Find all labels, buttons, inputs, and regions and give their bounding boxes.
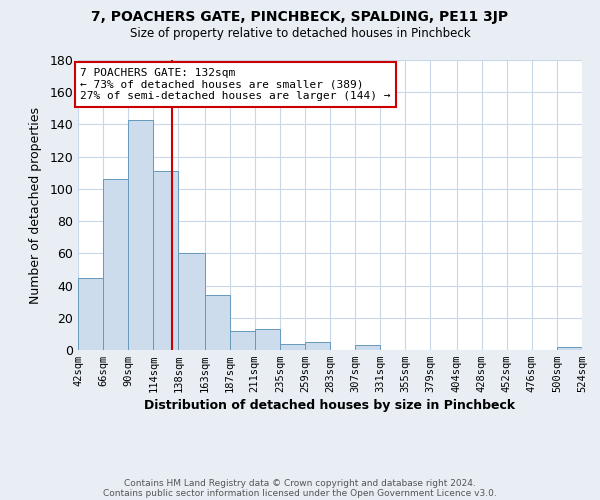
X-axis label: Distribution of detached houses by size in Pinchbeck: Distribution of detached houses by size … bbox=[145, 400, 515, 412]
Text: Contains HM Land Registry data © Crown copyright and database right 2024.: Contains HM Land Registry data © Crown c… bbox=[124, 478, 476, 488]
Bar bbox=[178, 254, 205, 350]
Bar bbox=[230, 330, 255, 350]
Y-axis label: Number of detached properties: Number of detached properties bbox=[29, 106, 43, 304]
Bar bbox=[255, 329, 280, 350]
Bar bbox=[280, 344, 305, 350]
Bar bbox=[153, 171, 178, 350]
Bar bbox=[128, 120, 153, 350]
Bar bbox=[78, 278, 103, 350]
Bar bbox=[557, 347, 582, 350]
Text: Contains public sector information licensed under the Open Government Licence v3: Contains public sector information licen… bbox=[103, 488, 497, 498]
Text: 7 POACHERS GATE: 132sqm
← 73% of detached houses are smaller (389)
27% of semi-d: 7 POACHERS GATE: 132sqm ← 73% of detache… bbox=[80, 68, 391, 102]
Bar bbox=[205, 295, 230, 350]
Bar bbox=[305, 342, 330, 350]
Bar bbox=[355, 345, 380, 350]
Bar bbox=[103, 179, 128, 350]
Text: Size of property relative to detached houses in Pinchbeck: Size of property relative to detached ho… bbox=[130, 28, 470, 40]
Text: 7, POACHERS GATE, PINCHBECK, SPALDING, PE11 3JP: 7, POACHERS GATE, PINCHBECK, SPALDING, P… bbox=[91, 10, 509, 24]
